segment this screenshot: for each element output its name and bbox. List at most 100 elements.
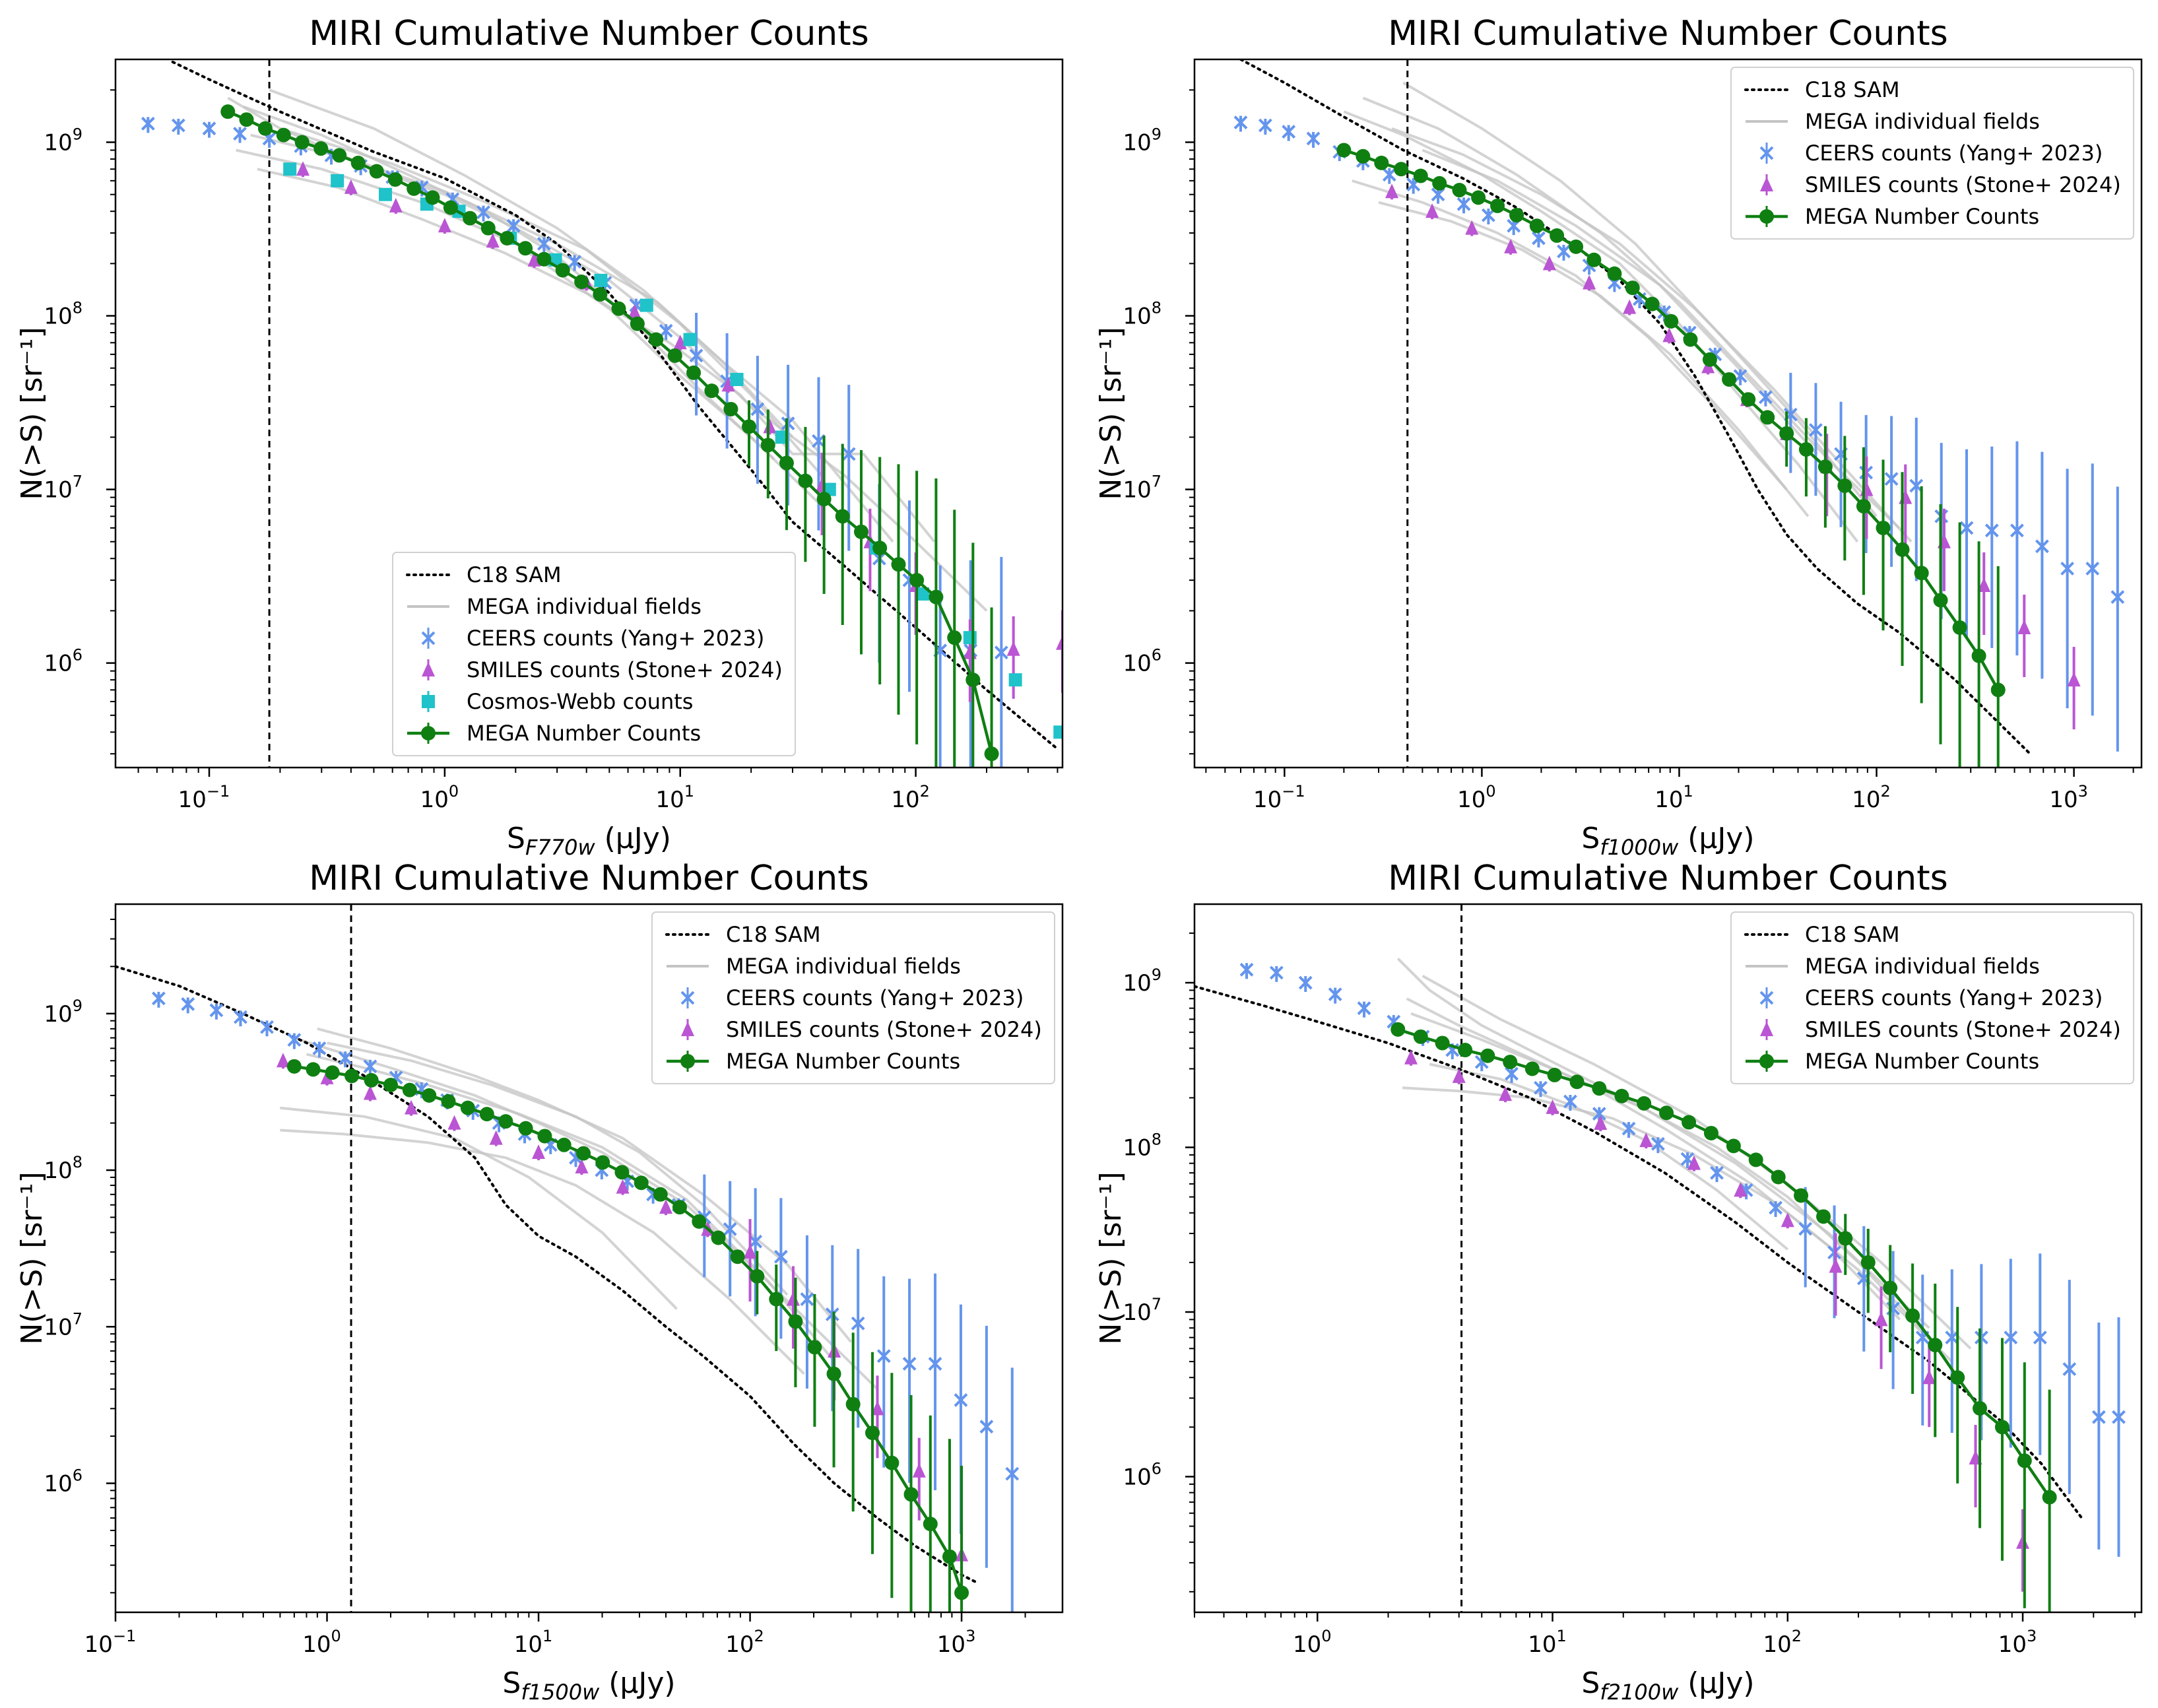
smiles-point — [1874, 1311, 1888, 1327]
ceers-point — [1884, 472, 1899, 486]
mega-point — [611, 301, 626, 316]
mega-point — [760, 438, 775, 453]
legend-handle-mega — [1759, 209, 1774, 224]
ceers-point — [202, 121, 216, 136]
mega-point — [1625, 280, 1640, 296]
legend-handle-ceers — [680, 991, 695, 1005]
smiles-point — [438, 218, 451, 233]
mega-point — [425, 190, 440, 205]
field-line-2 — [1352, 179, 1788, 490]
field-line-4 — [1378, 201, 1810, 517]
x-tick-mantissa: 10 — [178, 787, 207, 813]
ceers-point — [2060, 562, 2075, 575]
ceers-point — [1505, 1067, 1519, 1081]
cosmos-point — [916, 587, 930, 601]
x-tick-exponent: 0 — [1486, 782, 1495, 801]
mega-point — [388, 172, 403, 187]
ceers-point — [1592, 1107, 1606, 1121]
plot-area — [115, 904, 1020, 1612]
legend-label-sam: C18 SAM — [1805, 77, 1900, 102]
mega-point — [826, 1366, 841, 1381]
field-line-5 — [280, 1106, 678, 1310]
field-line-3 — [1362, 96, 1900, 529]
x-tick-mantissa: 10 — [725, 1631, 754, 1658]
chart-title: MIRI Cumulative Number Counts — [309, 859, 868, 898]
ceers-point — [1382, 168, 1396, 182]
x-tick-mantissa: 10 — [514, 1631, 542, 1658]
x-tick-label: 101 — [514, 1627, 553, 1658]
mega-point — [1637, 1096, 1652, 1111]
x-tick-exponent: 1 — [542, 1627, 552, 1645]
x-tick-label: 103 — [2049, 782, 2088, 813]
y-tick-label: 106 — [44, 1466, 82, 1497]
mega-point — [518, 241, 533, 256]
legend-label-fields: MEGA individual fields — [467, 594, 702, 619]
ceers-point — [1651, 1136, 1665, 1151]
mega-point — [891, 557, 906, 572]
smiles-point — [1404, 1049, 1418, 1065]
x-axis-label: Sf2100w (μJy) — [1581, 1666, 1754, 1705]
legend: C18 SAM MEGA individual fields CEERS count… — [1730, 911, 2134, 1084]
x-tick-exponent: 0 — [1321, 1627, 1331, 1645]
mega-point — [942, 1549, 957, 1564]
legend-handle-ceers — [421, 631, 436, 645]
mega-point — [1569, 1074, 1585, 1090]
mega-point — [1607, 266, 1622, 281]
mega-point — [1971, 648, 1986, 663]
smiles-point — [2067, 672, 2081, 687]
x-tick-mantissa: 10 — [420, 787, 449, 813]
smiles-point — [1056, 635, 1063, 650]
smiles-point — [2016, 1534, 2030, 1549]
ceers-point — [1456, 197, 1471, 211]
x-tick-label: 101 — [1528, 1627, 1567, 1658]
mega-point — [1614, 1088, 1629, 1103]
ceers-point — [363, 1059, 377, 1074]
x-tick-mantissa: 10 — [1654, 787, 1683, 813]
y-tick-mantissa: 10 — [1123, 651, 1151, 677]
mega-point — [576, 1146, 591, 1161]
legend-handle-smiles — [422, 662, 435, 676]
mega-point — [306, 1062, 321, 1077]
ceers-point — [750, 402, 765, 416]
smiles-point — [344, 179, 358, 194]
smiles-point — [1639, 1133, 1653, 1148]
mega-point — [1816, 1209, 1831, 1224]
ceers-point — [1563, 1094, 1577, 1109]
mega-point — [845, 1396, 861, 1412]
mega-point — [498, 1114, 513, 1129]
legend-label-ceers: CEERS counts (Yang+ 2023) — [726, 985, 1024, 1010]
smiles-point — [1734, 1182, 1748, 1197]
ceers-point — [1798, 1222, 1813, 1236]
legend-handle-mega — [1759, 1054, 1774, 1068]
x-tick-mantissa: 10 — [1763, 1631, 1792, 1658]
y-tick-exponent: 6 — [73, 646, 82, 665]
ceers-point — [234, 1010, 247, 1024]
mega-point — [1990, 682, 2006, 698]
y-tick-mantissa: 10 — [1123, 477, 1151, 504]
mega-point — [742, 419, 757, 434]
x-tick-exponent: 0 — [331, 1627, 341, 1645]
x-label-sub: F770w — [525, 835, 595, 860]
ceers-point — [1431, 187, 1445, 202]
ceers-point — [1328, 987, 1342, 1002]
smiles-point — [363, 1085, 377, 1100]
mega-point — [929, 589, 944, 605]
mega-point — [294, 135, 310, 150]
smiles-point — [486, 233, 500, 248]
field-line-4 — [250, 133, 894, 543]
x-tick-mantissa: 10 — [1293, 1631, 1321, 1658]
mega-point — [1547, 1067, 1562, 1082]
ceers-point — [233, 127, 247, 141]
sam-line — [1194, 985, 2084, 1521]
mega-point — [865, 1426, 880, 1441]
y-tick-exponent: 6 — [73, 1466, 82, 1485]
y-tick-exponent: 9 — [1152, 125, 1161, 144]
legend-label-sam: C18 SAM — [726, 922, 821, 947]
mega-point — [1994, 1420, 2010, 1435]
y-tick-mantissa: 10 — [44, 1471, 72, 1497]
smiles-point — [628, 304, 641, 319]
y-tick-exponent: 7 — [73, 1309, 82, 1328]
ceers-point — [141, 116, 155, 131]
y-tick-label: 109 — [1123, 966, 1161, 997]
